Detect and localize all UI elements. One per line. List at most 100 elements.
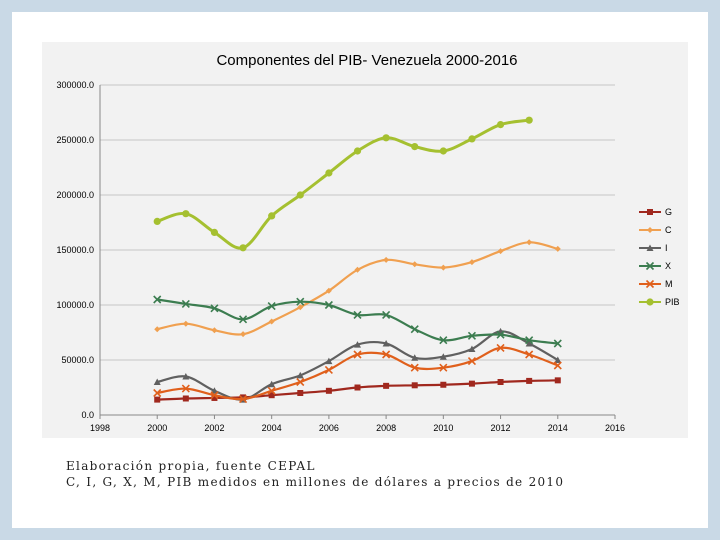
point-i xyxy=(468,345,476,352)
point-x xyxy=(324,300,333,310)
series-c xyxy=(154,239,561,338)
point-x xyxy=(238,315,248,324)
point-x xyxy=(181,299,190,308)
legend-entry-c: C xyxy=(639,225,672,235)
point-i xyxy=(354,341,361,348)
point-c xyxy=(411,261,418,268)
point-i xyxy=(153,378,161,385)
point-g xyxy=(354,384,361,391)
x-tick-label: 2000 xyxy=(147,423,167,433)
point-g xyxy=(297,390,304,396)
legend-marker-g xyxy=(647,209,653,215)
point-c xyxy=(468,259,475,266)
point-x xyxy=(210,304,219,313)
y-tick-label: 50000.0 xyxy=(61,355,94,365)
x-tick-label: 2014 xyxy=(548,423,568,433)
point-i xyxy=(525,340,533,347)
point-pib xyxy=(496,121,505,129)
point-g xyxy=(411,382,418,389)
legend-entry-m: M xyxy=(639,279,673,289)
point-pib xyxy=(268,212,276,220)
point-m xyxy=(496,343,505,352)
x-tick-label: 2008 xyxy=(376,423,396,433)
point-i xyxy=(439,353,447,360)
point-m xyxy=(382,350,391,359)
point-g xyxy=(468,380,475,387)
point-c xyxy=(354,266,361,273)
x-tick-label: 2006 xyxy=(319,423,339,433)
point-x xyxy=(525,336,534,345)
series-line-c xyxy=(156,241,559,336)
legend-label-x: X xyxy=(665,261,671,271)
point-pib xyxy=(210,228,219,236)
caption: Elaboración propia, fuente CEPAL C, I, G… xyxy=(66,458,564,490)
point-m xyxy=(296,377,305,387)
point-i xyxy=(182,373,190,380)
point-g xyxy=(554,377,561,384)
point-i xyxy=(554,356,562,363)
point-m xyxy=(153,388,162,398)
point-m xyxy=(439,363,448,372)
point-g xyxy=(211,394,218,401)
point-g xyxy=(325,387,332,394)
caption-line-source: Elaboración propia, fuente CEPAL xyxy=(66,459,316,473)
x-tick-label: 2010 xyxy=(433,423,453,433)
chart: Componentes del PIB- Venezuela 2000-2016… xyxy=(42,42,688,438)
point-c xyxy=(268,318,275,325)
legend-entry-pib: PIB xyxy=(639,297,680,307)
legend-label-m: M xyxy=(665,279,673,289)
point-c xyxy=(182,320,189,327)
series-m xyxy=(153,343,562,404)
y-tick-label: 100000.0 xyxy=(56,300,94,310)
chart-canvas: 0.0 50000.0 100000.0 150000.0 200000.0 250000… xyxy=(56,80,680,433)
point-m xyxy=(324,365,333,374)
series-i xyxy=(153,327,562,403)
legend-label-i: I xyxy=(665,243,668,253)
point-x xyxy=(153,295,162,304)
legend-label-c: C xyxy=(665,225,672,235)
point-pib xyxy=(439,147,447,155)
point-m xyxy=(410,363,419,372)
point-pib xyxy=(239,244,247,252)
chart-title: Componentes del PIB- Venezuela 2000-2016 xyxy=(216,52,518,69)
x-tick-label: 2002 xyxy=(204,423,224,433)
point-i xyxy=(411,354,419,361)
legend-marker-pib xyxy=(646,298,654,306)
point-m xyxy=(353,350,362,359)
legend-marker-m xyxy=(645,279,655,289)
point-g xyxy=(383,382,390,389)
legend-marker-i xyxy=(646,244,654,251)
legend-label-g: G xyxy=(665,207,672,217)
point-pib xyxy=(153,217,161,225)
point-c xyxy=(497,248,504,255)
point-x xyxy=(439,336,448,345)
point-g xyxy=(497,379,504,385)
legend-entry-i: I xyxy=(639,243,668,253)
point-pib xyxy=(411,143,419,151)
point-x xyxy=(410,325,419,334)
axis-layer: 0.0 50000.0 100000.0 150000.0 200000.0 250000… xyxy=(56,80,625,433)
legend-entry-x: X xyxy=(639,261,671,271)
point-i xyxy=(382,340,390,347)
grid-layer xyxy=(100,84,615,361)
point-m xyxy=(210,391,219,400)
caption-line-units: C, I, G, X, M, PIB medidos en millones d… xyxy=(66,475,565,489)
point-pib xyxy=(296,191,304,199)
point-pib xyxy=(325,169,333,177)
point-c xyxy=(526,239,533,246)
point-x xyxy=(553,339,562,348)
point-c xyxy=(240,331,247,338)
x-tick-label: 2016 xyxy=(605,423,625,433)
point-x xyxy=(467,331,477,340)
point-i xyxy=(210,387,218,394)
point-pib xyxy=(525,116,533,124)
legend-entry-g: G xyxy=(639,207,672,217)
x-tick-label: 2004 xyxy=(262,423,282,433)
point-i xyxy=(296,371,304,379)
point-x xyxy=(353,310,362,319)
point-m xyxy=(267,386,276,395)
point-c xyxy=(297,304,304,311)
point-pib xyxy=(182,210,190,218)
point-c xyxy=(383,256,390,263)
